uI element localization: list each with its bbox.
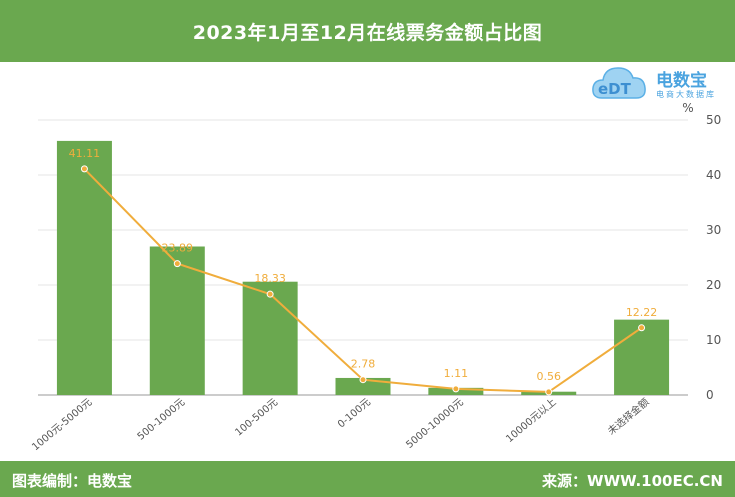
data-label: 2.78: [351, 358, 376, 371]
bar: [614, 319, 670, 395]
y-tick-label: 30: [706, 223, 721, 237]
y-tick-label: 20: [706, 278, 721, 292]
x-tick-label: 未选择金额: [605, 395, 652, 437]
line-point: [80, 165, 88, 173]
logo-brand-text: 电数宝: [656, 71, 707, 91]
line-point: [173, 260, 181, 268]
line-point: [638, 324, 646, 332]
line-point: [545, 388, 553, 396]
data-label: 23.89: [162, 242, 194, 255]
footer-credit: 图表编制：电数宝: [12, 472, 133, 490]
line-point: [359, 376, 367, 384]
bar: [56, 140, 112, 395]
brand-logo: eDT 电数宝 电商大数据库: [588, 58, 718, 108]
data-label: 18.33: [254, 272, 286, 285]
line-point: [452, 385, 460, 393]
x-tick-label: 100-500元: [233, 397, 280, 439]
y-tick-label: 10: [706, 333, 721, 347]
y-tick-label: 50: [706, 113, 721, 127]
x-tick-label: 1000元-5000元: [30, 397, 94, 453]
data-label: 12.22: [626, 306, 658, 319]
x-tick-label: 0-100元: [336, 397, 373, 431]
data-label: 1.11: [444, 367, 469, 380]
bar: [149, 246, 205, 395]
page-title: 2023年1月至12月在线票务金额占比图: [192, 21, 543, 44]
footer-source: 来源：WWW.100EC.CN: [542, 472, 723, 490]
y-tick-label: 0: [706, 388, 714, 402]
line-point: [266, 290, 274, 298]
svg-text:eDT: eDT: [598, 80, 632, 98]
x-tick-label: 500-1000元: [136, 397, 188, 443]
cloud-logo-icon: eDT: [592, 67, 646, 99]
footer-bar: 图表编制：电数宝 来源：WWW.100EC.CN: [0, 461, 735, 497]
y-axis-unit-label: %: [682, 101, 693, 115]
x-tick-label: 5000-10000元: [404, 397, 465, 451]
bar: [335, 377, 391, 395]
header-bar: 2023年1月至12月在线票务金额占比图: [0, 0, 735, 62]
logo-sub-text: 电商大数据库: [656, 90, 716, 99]
data-label: 0.56: [536, 370, 561, 383]
data-label: 41.11: [69, 147, 101, 160]
bar: [242, 281, 298, 395]
y-tick-label: 40: [706, 168, 721, 182]
x-tick-label: 10000元以上: [504, 396, 559, 445]
